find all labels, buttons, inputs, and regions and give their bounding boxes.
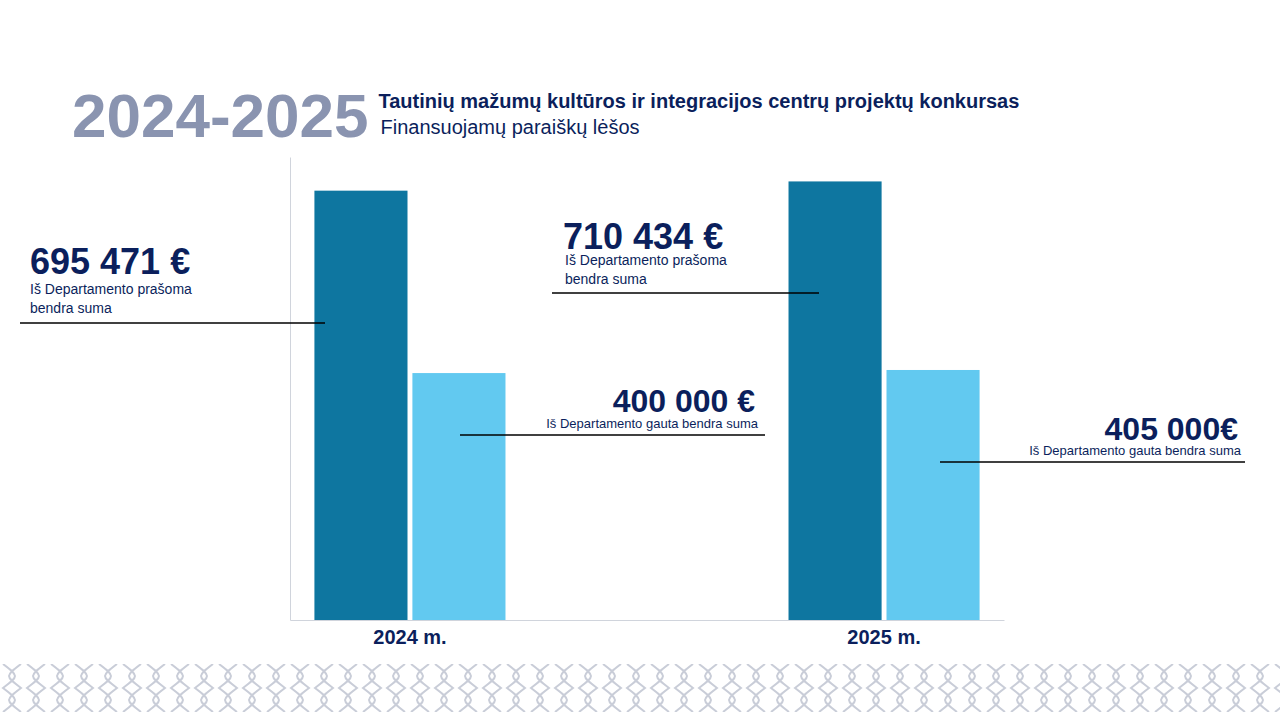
chart: 2024-2025 Tautinių mažumų kultūros ir int… (0, 0, 1280, 720)
x-axis-line (291, 620, 1005, 621)
x-tick: 2025 m. (847, 626, 920, 648)
y-axis (290, 158, 291, 621)
data-label: 710 434 € (563, 216, 723, 257)
x-tick: 2024 m. (373, 626, 446, 648)
series-label: Iš Departamento prašomabendra suma (30, 281, 192, 316)
heading-years: 2024-2025 (72, 81, 369, 150)
title: Tautinių mažumų kultūros ir integracijos… (379, 90, 1020, 112)
series-label: Iš Departamento gauta bendra suma (546, 416, 759, 431)
bar (314, 191, 407, 620)
leader-line (460, 434, 765, 436)
decorative-border (0, 664, 1280, 712)
y-axis-line (290, 158, 291, 621)
bar (789, 181, 882, 620)
x-tick-label: 2024 m. (373, 626, 446, 648)
series-label: Iš Departamento prašomabendra suma (565, 252, 727, 287)
leader-line (940, 461, 1245, 463)
leader-line (20, 322, 325, 324)
data-label: 695 471 € (30, 241, 190, 282)
x-axis: 2024 m. 2025 m. (291, 621, 1005, 649)
bar (887, 370, 980, 620)
data-label: 405 000€ (1105, 411, 1239, 447)
annotations: 695 471 €Iš Departamento prašomabendra s… (20, 216, 1245, 462)
x-tick-label: 2025 m. (847, 626, 920, 648)
subtitle: Finansuojamų paraiškų lėšos (381, 116, 640, 138)
series-label: Iš Departamento gauta bendra suma (1029, 443, 1242, 458)
bar (412, 373, 505, 620)
data-label: 400 000 € (613, 383, 756, 419)
leader-line (552, 292, 819, 294)
bars (314, 181, 979, 620)
